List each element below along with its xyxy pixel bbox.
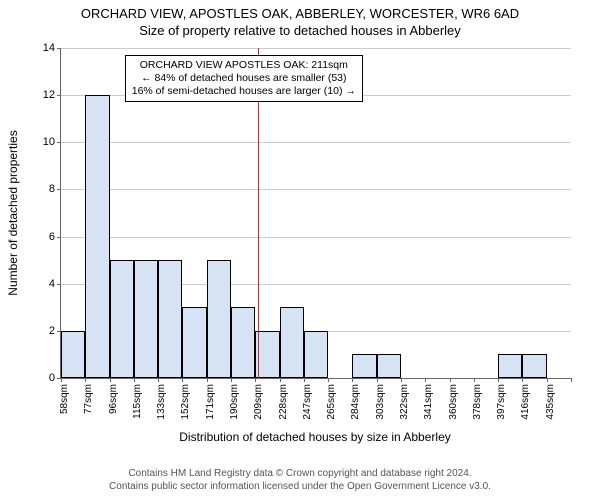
y-axis-title: Number of detached properties	[6, 130, 20, 295]
gridline-h	[61, 48, 571, 49]
bar	[522, 354, 546, 378]
y-tick-label: 6	[49, 231, 61, 243]
x-tick	[85, 378, 86, 382]
x-tick	[425, 378, 426, 382]
x-tick-label: 228sqm	[278, 384, 289, 420]
bar	[182, 307, 206, 378]
x-tick-label: 265sqm	[326, 384, 337, 420]
chart-title-line1: ORCHARD VIEW, APOSTLES OAK, ABBERLEY, WO…	[0, 0, 600, 21]
x-tick	[377, 378, 378, 382]
x-tick	[158, 378, 159, 382]
bar	[134, 260, 158, 378]
x-tick-label: 416sqm	[520, 384, 531, 420]
x-tick-label: 152sqm	[180, 384, 191, 420]
x-tick-label: 190sqm	[229, 384, 240, 420]
y-tick-label: 8	[49, 183, 61, 195]
x-tick	[571, 378, 572, 382]
x-tick-label: 284sqm	[350, 384, 361, 420]
x-tick	[498, 378, 499, 382]
annotation-box: ORCHARD VIEW APOSTLES OAK: 211sqm← 84% o…	[125, 55, 363, 102]
plot-area: 0246810121458sqm77sqm96sqm115sqm133sqm15…	[60, 48, 571, 379]
x-axis-title: Distribution of detached houses by size …	[179, 430, 451, 444]
footer: Contains HM Land Registry data © Crown c…	[0, 468, 600, 493]
bar	[61, 331, 85, 378]
x-tick	[450, 378, 451, 382]
x-tick-label: 378sqm	[472, 384, 483, 420]
bar	[158, 260, 182, 378]
x-tick-label: 322sqm	[399, 384, 410, 420]
bar	[110, 260, 134, 378]
bar	[231, 307, 255, 378]
x-tick	[547, 378, 548, 382]
y-tick-label: 12	[43, 89, 61, 101]
x-tick-label: 171sqm	[205, 384, 216, 420]
bar	[85, 95, 109, 378]
x-tick-label: 435sqm	[545, 384, 556, 420]
x-tick	[231, 378, 232, 382]
x-tick	[474, 378, 475, 382]
footer-line1: Contains HM Land Registry data © Crown c…	[0, 468, 600, 481]
x-tick	[110, 378, 111, 382]
annotation-line: ← 84% of detached houses are smaller (53…	[132, 72, 356, 85]
x-tick	[304, 378, 305, 382]
x-tick	[401, 378, 402, 382]
bar	[498, 354, 522, 378]
y-tick-label: 2	[49, 325, 61, 337]
bar	[207, 260, 231, 378]
chart-title-line2: Size of property relative to detached ho…	[0, 23, 600, 38]
x-tick-label: 303sqm	[375, 384, 386, 420]
annotation-line: ORCHARD VIEW APOSTLES OAK: 211sqm	[132, 59, 356, 72]
bar	[304, 331, 328, 378]
y-tick-label: 10	[43, 136, 61, 148]
footer-line2: Contains public sector information licen…	[0, 481, 600, 494]
annotation-line: 16% of semi-detached houses are larger (…	[132, 85, 356, 98]
gridline-h	[61, 189, 571, 190]
x-tick	[255, 378, 256, 382]
bar	[255, 331, 279, 378]
gridline-h	[61, 142, 571, 143]
x-tick	[352, 378, 353, 382]
y-tick-label: 0	[49, 372, 61, 384]
x-tick	[134, 378, 135, 382]
x-tick-label: 96sqm	[108, 384, 119, 414]
bar	[280, 307, 304, 378]
y-tick-label: 14	[43, 42, 61, 54]
bar	[377, 354, 401, 378]
x-tick-label: 341sqm	[423, 384, 434, 420]
x-tick-label: 209sqm	[253, 384, 264, 420]
bar	[352, 354, 376, 378]
x-tick-label: 360sqm	[448, 384, 459, 420]
x-tick	[522, 378, 523, 382]
x-tick-label: 247sqm	[302, 384, 313, 420]
x-tick-label: 397sqm	[496, 384, 507, 420]
y-tick-label: 4	[49, 278, 61, 290]
x-tick	[207, 378, 208, 382]
x-tick-label: 115sqm	[132, 384, 143, 419]
gridline-h	[61, 237, 571, 238]
x-tick	[61, 378, 62, 382]
x-tick	[328, 378, 329, 382]
x-tick-label: 77sqm	[83, 384, 94, 414]
x-tick-label: 58sqm	[59, 384, 70, 414]
x-tick	[182, 378, 183, 382]
x-tick-label: 133sqm	[156, 384, 167, 420]
x-tick	[280, 378, 281, 382]
